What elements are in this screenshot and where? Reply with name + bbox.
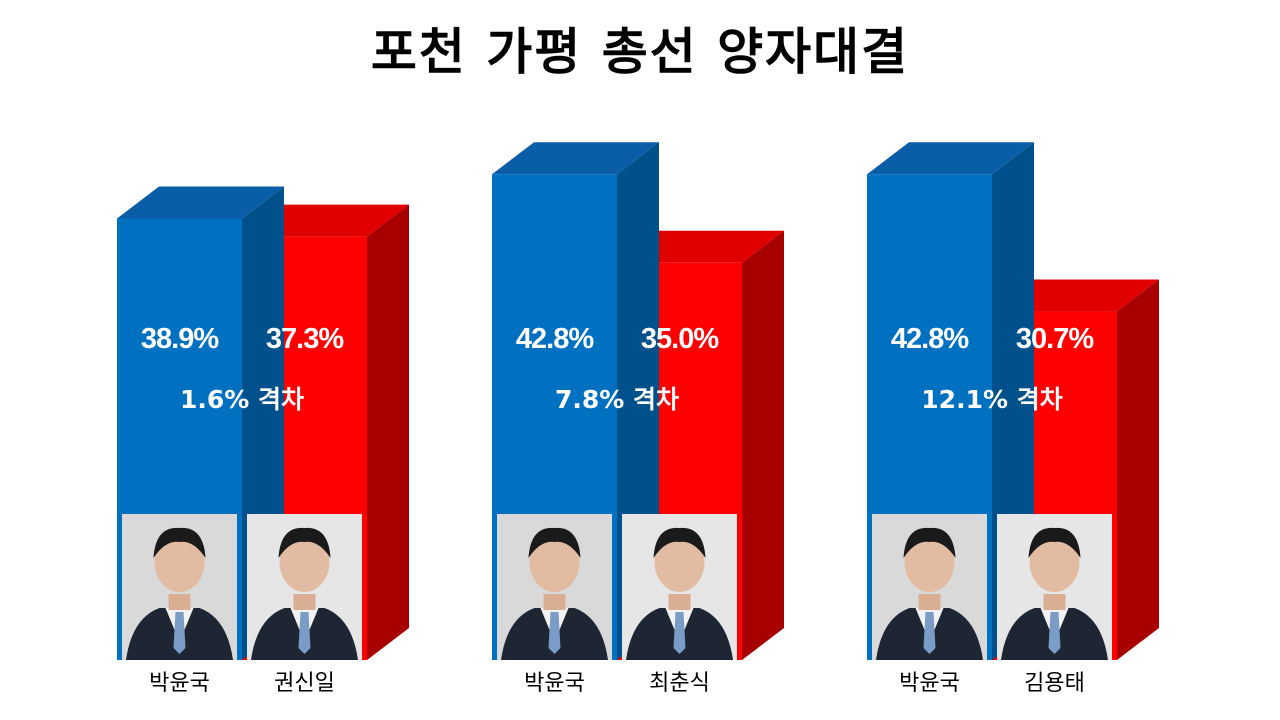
candidate-name: 최춘식 — [649, 671, 710, 696]
photo-김용태 — [997, 514, 1112, 660]
photo-권신일 — [247, 514, 362, 660]
candidate-name: 박윤국 — [524, 671, 585, 696]
value-label: 37.3% — [266, 323, 344, 355]
bar-blue-top — [492, 142, 659, 175]
gap-label: 7.8% 격차 — [555, 385, 679, 414]
value-label: 30.7% — [1016, 323, 1094, 355]
value-label: 38.9% — [141, 323, 219, 355]
bar-blue-top — [117, 186, 284, 219]
photo-박윤국 — [497, 514, 612, 660]
photo-박윤국 — [122, 514, 237, 660]
bar-red-side — [367, 204, 409, 660]
bar-red-side — [742, 230, 784, 660]
photo-박윤국 — [872, 514, 987, 660]
value-label: 42.8% — [516, 323, 594, 355]
bar-blue-top — [867, 142, 1034, 175]
gap-label: 1.6% 격차 — [180, 385, 304, 414]
candidate-name: 박윤국 — [149, 671, 210, 696]
bar-red-side — [1117, 279, 1159, 660]
candidate-name: 박윤국 — [899, 671, 960, 696]
gap-label: 12.1% 격차 — [921, 385, 1062, 414]
chart-title: 포천 가평 총선 양자대결 — [370, 23, 910, 81]
candidate-name: 권신일 — [274, 671, 335, 696]
value-label: 35.0% — [641, 323, 719, 355]
value-label: 42.8% — [891, 323, 969, 355]
photo-최춘식 — [622, 514, 737, 660]
candidate-name: 김용태 — [1024, 671, 1085, 696]
